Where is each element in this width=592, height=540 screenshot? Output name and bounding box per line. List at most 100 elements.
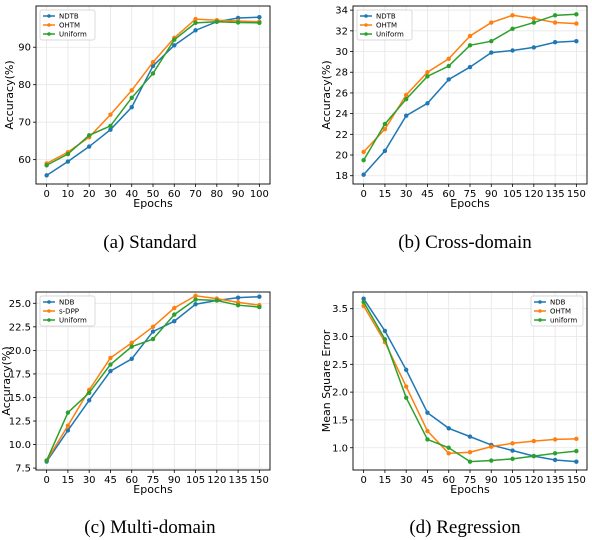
x-tick-label: 105 bbox=[503, 475, 522, 486]
y-axis-label: Mean Square Error bbox=[320, 329, 333, 432]
x-tick-label: 135 bbox=[229, 475, 248, 486]
data-point bbox=[65, 423, 71, 428]
data-point bbox=[172, 305, 177, 311]
data-point bbox=[403, 113, 409, 118]
data-point bbox=[531, 16, 537, 21]
data-point bbox=[531, 20, 537, 25]
x-tick-label: 105 bbox=[503, 189, 522, 200]
data-point bbox=[489, 38, 494, 44]
legend-marker bbox=[538, 300, 542, 304]
x-tick-label: 45 bbox=[104, 475, 117, 486]
x-tick-label: 30 bbox=[400, 475, 413, 486]
data-point bbox=[257, 304, 262, 310]
legend-label: NDTB bbox=[59, 13, 79, 21]
legend-label: OHTM bbox=[59, 22, 80, 30]
data-point bbox=[467, 434, 473, 439]
legend-label: OHTM bbox=[550, 308, 571, 316]
legend-label: NDTB bbox=[376, 13, 396, 21]
data-point bbox=[403, 395, 409, 400]
data-point bbox=[574, 12, 579, 17]
y-tick-label: 32 bbox=[335, 26, 348, 37]
y-tick-label: 34 bbox=[335, 6, 348, 17]
data-point bbox=[361, 299, 366, 305]
y-tick-label: 80 bbox=[18, 80, 31, 91]
chart-panel-1: 0 10 20 30 40 50 60 70 80 90 100 60 70 80 90 Epochs Accu… bbox=[3, 5, 271, 253]
x-axis-label: Epochs bbox=[450, 483, 490, 496]
data-point bbox=[574, 459, 579, 464]
legend-box bbox=[356, 9, 413, 41]
panel-caption: (b) Cross-domain bbox=[398, 232, 532, 253]
data-point bbox=[510, 441, 515, 446]
y-tick-label: 60 bbox=[18, 155, 31, 166]
data-point bbox=[235, 20, 241, 25]
y-tick-label: 18 bbox=[335, 171, 348, 182]
data-point bbox=[382, 126, 388, 132]
data-point bbox=[446, 451, 451, 456]
data-point bbox=[531, 453, 537, 459]
x-tick-label: 30 bbox=[83, 475, 96, 486]
data-point bbox=[361, 149, 366, 155]
x-tick-label: 45 bbox=[421, 475, 434, 486]
x-tick-label: 75 bbox=[464, 189, 477, 200]
y-tick-label: 30 bbox=[335, 47, 348, 58]
x-tick-label: 15 bbox=[62, 475, 75, 486]
data-point bbox=[467, 450, 473, 455]
y-axis-label: Accuracy(%) bbox=[0, 346, 13, 415]
series-1 bbox=[361, 38, 579, 177]
x-axis-label: Epochs bbox=[450, 197, 490, 210]
data-point bbox=[129, 340, 134, 346]
data-point bbox=[129, 88, 134, 93]
data-point bbox=[44, 163, 49, 168]
data-point bbox=[489, 20, 494, 25]
data-point bbox=[425, 70, 430, 75]
x-tick-label: 60 bbox=[168, 189, 181, 200]
data-point bbox=[108, 368, 113, 374]
data-point bbox=[361, 296, 366, 301]
data-point bbox=[108, 355, 113, 361]
legend-marker bbox=[47, 14, 51, 18]
data-point bbox=[552, 457, 558, 463]
y-tick-label: 1.0 bbox=[332, 443, 348, 454]
legend-label: uniform bbox=[550, 317, 577, 325]
x-tick-label: 90 bbox=[168, 475, 181, 486]
series-3 bbox=[44, 19, 262, 168]
data-point bbox=[510, 13, 515, 18]
data-point bbox=[552, 20, 558, 25]
data-point bbox=[467, 459, 473, 464]
x-tick-label: 15 bbox=[379, 475, 392, 486]
data-point bbox=[403, 92, 409, 98]
data-point bbox=[382, 121, 388, 127]
x-tick-label: 80 bbox=[210, 189, 223, 200]
data-point bbox=[257, 15, 262, 20]
y-tick-label: 22 bbox=[335, 130, 348, 141]
data-point bbox=[382, 328, 388, 334]
data-point bbox=[86, 144, 92, 149]
y-tick-label: 70 bbox=[18, 118, 31, 129]
y-tick-label: 1.5 bbox=[332, 415, 348, 426]
data-point bbox=[467, 33, 473, 39]
x-tick-label: 60 bbox=[442, 189, 455, 200]
x-tick-label: 105 bbox=[186, 475, 205, 486]
panel-caption: (d) Regression bbox=[409, 517, 521, 538]
series-1 bbox=[361, 296, 579, 464]
data-point bbox=[446, 77, 451, 82]
data-point bbox=[172, 318, 177, 324]
data-point bbox=[552, 437, 558, 442]
legend-label: s-DPP bbox=[59, 308, 79, 316]
legend-label: Uniform bbox=[59, 317, 87, 325]
chart-panel-3: 0 15 30 45 60 75 90 105 120 135 150 7.5 10.0 12.5 15.0… bbox=[0, 291, 271, 538]
data-point bbox=[108, 362, 113, 367]
data-point bbox=[510, 456, 515, 462]
legend-box bbox=[39, 9, 96, 41]
chart-panel-4: 0 15 30 45 60 75 90 105 120 135 150 1.0 1.5 2.0 2.5 3.0… bbox=[320, 291, 588, 538]
y-tick-label: 3.5 bbox=[332, 304, 348, 315]
data-point bbox=[382, 148, 388, 154]
grid-lines bbox=[353, 6, 587, 184]
data-point bbox=[108, 127, 113, 132]
data-point bbox=[235, 295, 241, 300]
x-tick-label: 150 bbox=[567, 189, 586, 200]
legend-marker bbox=[47, 309, 51, 313]
data-point bbox=[65, 159, 71, 164]
data-point bbox=[150, 60, 156, 65]
